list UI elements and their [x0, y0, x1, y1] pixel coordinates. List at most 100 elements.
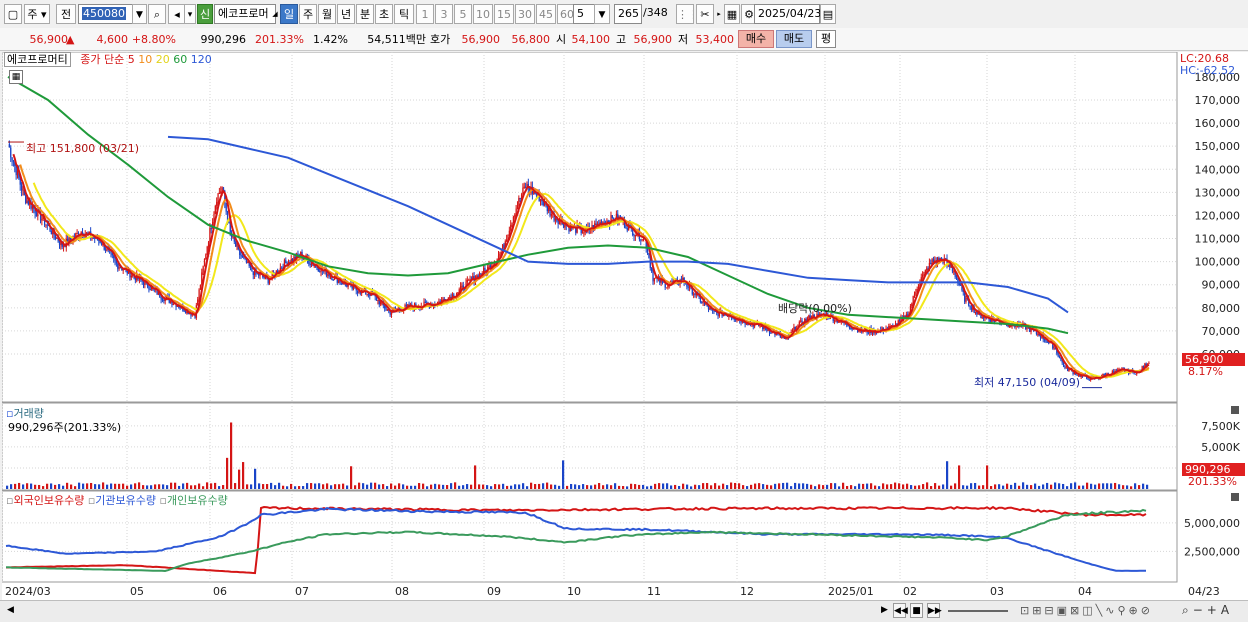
- tab-second[interactable]: 초: [375, 4, 393, 24]
- stock-code-input[interactable]: 450080: [78, 4, 138, 24]
- grid-icon[interactable]: ▦: [724, 4, 740, 24]
- count-input[interactable]: 265: [614, 4, 642, 24]
- holdings-panel-close-icon[interactable]: [1231, 493, 1239, 501]
- candle-body: [576, 225, 578, 233]
- tab-day[interactable]: 일: [280, 4, 298, 24]
- volume-bar: [1094, 484, 1097, 489]
- interval-dropdown-arrow[interactable]: ▼: [594, 4, 610, 24]
- prev-button[interactable]: 전: [56, 4, 76, 24]
- candle-body: [18, 170, 20, 179]
- code-dropdown-arrow[interactable]: ▼: [132, 4, 147, 24]
- zoom-controls-icon[interactable]: ⌕−+A: [1182, 603, 1234, 617]
- change-value: 4,600: [96, 33, 129, 46]
- interval-30[interactable]: 30: [515, 4, 535, 24]
- candle-body: [623, 219, 626, 228]
- candle-body: [245, 258, 248, 264]
- chart-canvas[interactable]: 170,000 160,000 150,000 140,000 130,000 120,0…: [1, 51, 1248, 600]
- candle-body: [596, 223, 599, 225]
- candle-body: [782, 336, 784, 339]
- name-expand-icon[interactable]: ◢: [272, 10, 278, 18]
- tab-minute[interactable]: 분: [356, 4, 374, 24]
- candle-body: [833, 320, 836, 322]
- candle-body: [151, 286, 153, 290]
- interval-3[interactable]: 3: [435, 4, 453, 24]
- tab-month[interactable]: 월: [318, 4, 336, 24]
- volume-bar: [574, 484, 577, 489]
- x-tick-label: 02: [903, 585, 917, 598]
- ask-label: 호가: [430, 33, 451, 46]
- candle-body: [651, 267, 653, 272]
- candle-body: [111, 252, 114, 256]
- draw-toggle-icon[interactable]: ▸: [717, 10, 721, 18]
- volume-bar: [126, 485, 129, 489]
- candle-body: [378, 299, 380, 305]
- volume-bar: [974, 482, 977, 489]
- interval-10[interactable]: 10: [473, 4, 493, 24]
- volume-bar: [326, 483, 329, 489]
- volume-bar: [370, 482, 373, 489]
- drawing-tools-icon[interactable]: ⊡⊞⊟▣⊠◫╲∿⚲⊕⊘: [1020, 604, 1153, 617]
- interval-5[interactable]: 5: [454, 4, 472, 24]
- x-tick-label: 05: [130, 585, 144, 598]
- new-stock-badge[interactable]: 신: [197, 4, 213, 24]
- speaker-dropdown-arrow[interactable]: ▾: [184, 4, 196, 24]
- zoom-slider[interactable]: [948, 610, 1008, 612]
- chart-type-dropdown[interactable]: 주 ▾: [24, 4, 50, 24]
- volume-bar: [1042, 484, 1045, 489]
- volume-bar: [1074, 482, 1077, 489]
- volume-bar: [182, 483, 185, 489]
- candle-body: [915, 291, 917, 295]
- legend-stock-name[interactable]: 에코프로머티: [4, 52, 71, 67]
- candle-body: [514, 214, 516, 217]
- layout-icon[interactable]: ▢: [4, 4, 22, 24]
- volume-bar: [930, 486, 933, 489]
- search-icon[interactable]: ⌕: [148, 4, 166, 24]
- scissors-icon[interactable]: ✂: [696, 4, 714, 24]
- scroll-right-arrow[interactable]: ▶: [881, 605, 888, 615]
- candle-body: [1048, 342, 1050, 344]
- volume-bar: [354, 485, 357, 489]
- candle-body: [610, 215, 612, 225]
- volume-bar: [750, 484, 753, 489]
- next-page-icon[interactable]: ▶▶: [927, 603, 942, 618]
- buy-button[interactable]: 매수: [738, 30, 774, 48]
- volume-bar: [590, 485, 593, 489]
- volume-panel-close-icon[interactable]: [1231, 406, 1239, 414]
- candle-body: [520, 194, 523, 199]
- candle-body: [22, 189, 24, 191]
- sell-button[interactable]: 매도: [776, 30, 812, 48]
- volume-bar: [842, 482, 845, 489]
- tab-year[interactable]: 년: [337, 4, 355, 24]
- candle-body: [637, 229, 639, 236]
- volume-bar: [486, 485, 489, 489]
- interval-15[interactable]: 15: [494, 4, 514, 24]
- candle-body: [389, 310, 391, 315]
- volume-bar: [254, 468, 257, 489]
- candle-body: [518, 198, 520, 207]
- date-input[interactable]: 2025/04/23: [754, 4, 821, 24]
- chart-scrollbar[interactable]: ◀ ▶ ◀◀ ■ ▶▶ ⊡⊞⊟▣⊠◫╲∿⚲⊕⊘ ⌕−+A: [0, 600, 1248, 622]
- candle-body: [808, 315, 810, 318]
- calculator-icon[interactable]: ▦: [9, 70, 23, 84]
- last-volume-percent: 201.33%: [1188, 475, 1237, 488]
- volume-bar: [1114, 482, 1117, 489]
- tab-week[interactable]: 주: [299, 4, 317, 24]
- scroll-left-arrow[interactable]: ◀: [7, 605, 14, 615]
- evaluation-button[interactable]: 평: [816, 30, 836, 48]
- candle-body: [554, 218, 557, 221]
- calendar-icon[interactable]: ▤: [820, 4, 836, 24]
- volume-bar: [678, 485, 681, 489]
- x-tick-label: 09: [487, 585, 501, 598]
- interval-input[interactable]: 5: [573, 4, 595, 24]
- tab-tick[interactable]: 틱: [394, 4, 414, 24]
- first-page-icon[interactable]: ◀◀: [893, 603, 908, 618]
- volume-bar: [98, 484, 101, 489]
- interval-1[interactable]: 1: [416, 4, 434, 24]
- candle-body: [277, 270, 279, 274]
- stop-icon[interactable]: ■: [910, 603, 923, 618]
- interval-45[interactable]: 45: [536, 4, 556, 24]
- split-icon[interactable]: ⋮⋮: [676, 4, 694, 24]
- candle-body: [557, 220, 559, 225]
- candle-body: [206, 246, 208, 255]
- volume-bar: [366, 484, 369, 489]
